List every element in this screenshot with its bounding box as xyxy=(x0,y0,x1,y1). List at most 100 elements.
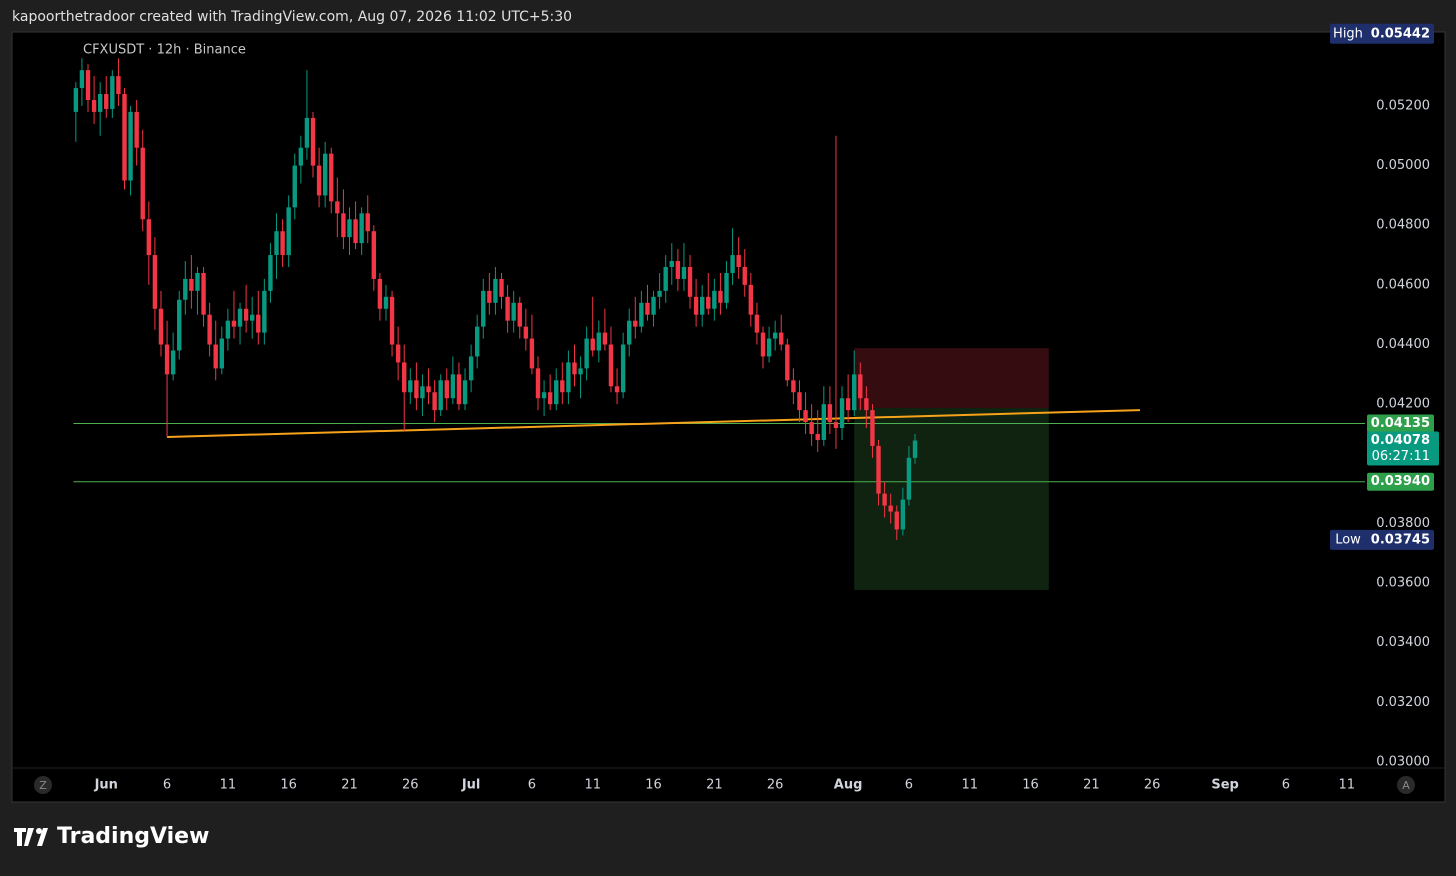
extreme-name: Low xyxy=(1335,532,1361,547)
candle-body xyxy=(146,219,152,256)
candle-body xyxy=(487,290,492,303)
axis-button-label: Z xyxy=(39,779,47,792)
candle-body xyxy=(468,356,474,381)
logo-icon-2 xyxy=(37,828,48,846)
x-tick-label: 6 xyxy=(905,778,913,793)
x-tick-label: 16 xyxy=(1022,778,1039,793)
candle-body xyxy=(426,386,431,393)
candle-body xyxy=(639,302,644,327)
symbol-legend: CFXUSDT · 12h · Binance xyxy=(83,43,246,58)
candle-body xyxy=(377,278,383,309)
y-tick-label: 0.04600 xyxy=(1376,277,1430,292)
x-tick-label: 21 xyxy=(1083,778,1100,793)
extreme-value: 0.05442 xyxy=(1371,26,1430,41)
candle-body xyxy=(456,374,462,405)
countdown: 06:27:11 xyxy=(1372,449,1430,464)
candle-body xyxy=(511,302,516,321)
candle-body xyxy=(748,284,754,315)
candle-body xyxy=(499,278,504,297)
candle-body xyxy=(225,320,231,339)
candle-body xyxy=(262,290,267,333)
candle-body xyxy=(85,70,91,100)
candle-body xyxy=(870,410,875,446)
x-tick-label: 16 xyxy=(280,778,297,793)
candle-body xyxy=(164,344,170,375)
candle-body xyxy=(791,380,796,393)
candle-body xyxy=(219,338,224,369)
candle-body xyxy=(839,398,845,429)
last-price-tag xyxy=(1367,431,1439,466)
candle-body xyxy=(809,422,814,434)
candle-body xyxy=(195,272,200,291)
candle-body xyxy=(864,398,869,411)
candle-body xyxy=(833,422,839,429)
candle-body xyxy=(912,440,918,458)
x-tick-label: 11 xyxy=(961,778,978,793)
y-tick-label: 0.05000 xyxy=(1376,158,1430,173)
candle-body xyxy=(572,362,577,375)
candle-body xyxy=(402,362,407,393)
candle-body xyxy=(517,302,522,327)
candle-body xyxy=(724,272,729,303)
candle-body xyxy=(414,380,419,399)
candle-body xyxy=(231,320,237,327)
candle-body xyxy=(341,213,346,238)
stop-zone xyxy=(854,348,1049,409)
candle-body xyxy=(207,314,212,345)
x-tick-label: 16 xyxy=(645,778,662,793)
candle-body xyxy=(675,261,681,279)
candle-body xyxy=(438,380,443,411)
candle-body xyxy=(298,147,304,166)
price-tag-label: 0.03940 xyxy=(1371,474,1430,489)
y-tick-label: 0.04200 xyxy=(1376,397,1430,412)
candle-body xyxy=(845,398,851,411)
candle-body xyxy=(645,302,650,315)
candle-body xyxy=(718,290,723,303)
extreme-name: High xyxy=(1333,26,1363,41)
candle-body xyxy=(712,290,717,309)
candle-body xyxy=(371,231,377,279)
candle-body xyxy=(827,404,833,423)
logo-dot xyxy=(36,828,42,834)
candle-body xyxy=(523,326,529,339)
candle-body xyxy=(237,308,243,327)
candle-body xyxy=(183,278,188,300)
candle-body xyxy=(286,207,291,256)
axis-button[interactable] xyxy=(34,776,52,794)
candle-body xyxy=(627,320,632,345)
candle-body xyxy=(408,380,413,393)
axis-button-label: A xyxy=(1402,779,1410,792)
candle-body xyxy=(906,457,912,500)
candle-body xyxy=(566,362,571,393)
candle-body xyxy=(535,368,541,399)
candle-body xyxy=(104,94,109,109)
candle-body xyxy=(395,344,401,363)
candle-body xyxy=(681,266,687,279)
candle-body xyxy=(554,380,559,405)
candle-body xyxy=(584,338,589,369)
candle-body xyxy=(335,201,340,214)
x-tick-label: 6 xyxy=(528,778,536,793)
candle-body xyxy=(462,380,468,405)
candle-body xyxy=(742,266,747,285)
candle-body xyxy=(578,368,583,375)
candle-body xyxy=(110,76,115,109)
candle-body xyxy=(292,165,297,208)
candle-body xyxy=(474,326,480,357)
x-tick-label: 11 xyxy=(1338,778,1355,793)
candle-body xyxy=(97,94,103,112)
candle-body xyxy=(91,99,97,112)
candle-body xyxy=(900,499,906,530)
x-tick-label: Jun xyxy=(94,778,118,793)
axis-button[interactable] xyxy=(1397,776,1415,794)
candle-body xyxy=(620,344,626,393)
candle-body xyxy=(304,117,310,148)
candle-body xyxy=(785,344,790,381)
candle-body xyxy=(730,255,735,273)
x-tick-label: Jul xyxy=(461,778,481,793)
candle-body xyxy=(888,505,893,512)
candle-body xyxy=(170,350,176,375)
candle-body xyxy=(389,296,395,345)
